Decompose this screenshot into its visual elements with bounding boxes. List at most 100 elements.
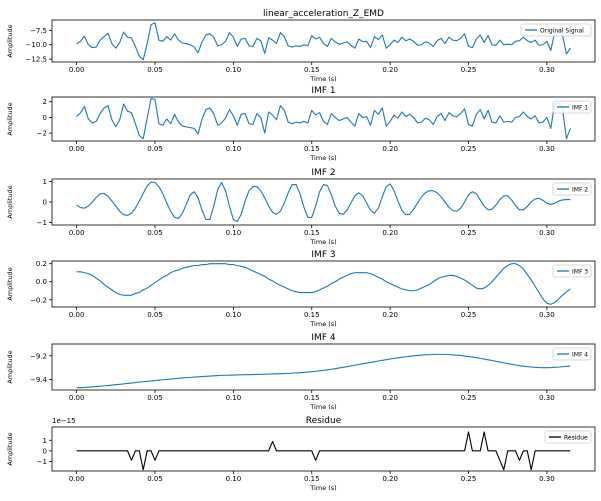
y-tick-label: −12.5 <box>26 56 47 64</box>
y-tick-label: 0 <box>43 199 47 207</box>
subplot-2: IMF 1 0.00 0.05 0.10 0.15 0.20 0.25 0.30 Time (s… <box>6 86 596 162</box>
y-tick-label: 2 <box>43 98 47 106</box>
legend: Original Signal <box>520 23 592 37</box>
x-tick-label: 0.15 <box>304 394 320 402</box>
legend-label: IMF 3 <box>572 268 588 275</box>
legend-box <box>520 23 592 37</box>
y-tick-label: 1 <box>43 178 47 186</box>
subplot-4: IMF 3 0.00 0.05 0.10 0.15 0.20 0.25 0.30 Time (s… <box>6 250 596 328</box>
x-tick-label: 0.10 <box>226 145 242 153</box>
series-line <box>76 22 571 61</box>
legend-label: Residue <box>564 434 588 441</box>
y-tick-label: −9.4 <box>30 376 48 384</box>
legend-box <box>552 182 592 196</box>
y-tick-label: −2 <box>37 130 47 138</box>
x-tick-label: 0.00 <box>69 145 85 153</box>
subplot-5: IMF 4 0.00 0.05 0.10 0.15 0.20 0.25 0.30 Time (s… <box>6 333 596 411</box>
subplot-title: IMF 3 <box>311 250 335 260</box>
legend: IMF 1 <box>552 100 592 114</box>
legend-box <box>552 264 592 278</box>
x-tick-label: 0.05 <box>147 394 163 402</box>
x-tick-label: 0.00 <box>69 311 85 319</box>
series-line <box>76 353 571 389</box>
x-tick-label: 0.15 <box>304 475 320 483</box>
x-tick-label: 0.25 <box>461 311 477 319</box>
y-axis-label: Amplitude <box>6 185 14 218</box>
x-tick-label: 0.00 <box>69 66 85 74</box>
y-tick-label: 0.2 <box>36 260 47 268</box>
y-tick-label: −1 <box>37 219 47 227</box>
x-tick-label: 0.20 <box>382 229 398 237</box>
legend-label: Original Signal <box>540 27 584 34</box>
legend-label: IMF 4 <box>572 351 588 358</box>
x-tick-label: 0.20 <box>382 66 398 74</box>
y-tick-label: 0 <box>43 114 47 122</box>
x-tick-label: 0.10 <box>226 66 242 74</box>
x-tick-label: 0.30 <box>539 394 555 402</box>
x-tick-label: 0.20 <box>382 475 398 483</box>
x-tick-label: 0.25 <box>461 66 477 74</box>
x-tick-label: 0.00 <box>69 394 85 402</box>
x-tick-label: 0.25 <box>461 145 477 153</box>
y-axis-label: Amplitude <box>6 102 14 135</box>
x-tick-label: 0.25 <box>461 394 477 402</box>
series-line <box>76 181 571 223</box>
series-line <box>76 431 571 471</box>
axes-frame <box>51 19 596 63</box>
subplot-1: linear_acceleration_Z_EMD 0.00 0.05 0.10 0.1… <box>6 9 596 83</box>
legend: Residue <box>544 430 592 444</box>
legend: IMF 3 <box>552 264 592 278</box>
x-axis-label: Time (s) <box>309 320 336 328</box>
legend-box <box>552 347 592 361</box>
x-tick-label: 0.05 <box>147 229 163 237</box>
y-tick-label: 0.0 <box>36 278 47 286</box>
y-tick-label: −7.5 <box>30 27 47 35</box>
legend-box <box>544 430 592 444</box>
x-axis-label: Time (s) <box>309 238 336 246</box>
subplot-title: IMF 2 <box>311 168 335 178</box>
axes-frame <box>51 96 596 142</box>
x-tick-label: 0.05 <box>147 145 163 153</box>
axes-frame <box>51 260 596 308</box>
x-tick-label: 0.05 <box>147 311 163 319</box>
y-axis-label: Amplitude <box>6 267 14 300</box>
x-tick-label: 0.10 <box>226 229 242 237</box>
x-tick-label: 0.30 <box>539 311 555 319</box>
x-tick-label: 0.05 <box>147 66 163 74</box>
x-tick-label: 0.10 <box>226 311 242 319</box>
subplot-6: Residue 0.00 0.05 0.10 0.15 0.20 0.25 0.30 Time … <box>6 416 596 492</box>
x-tick-label: 0.20 <box>382 145 398 153</box>
x-tick-label: 0.15 <box>304 145 320 153</box>
x-tick-label: 0.30 <box>539 475 555 483</box>
y-tick-label: −0.2 <box>30 296 47 304</box>
legend: IMF 2 <box>552 182 592 196</box>
subplot-3: IMF 2 0.00 0.05 0.10 0.15 0.20 0.25 0.30 Time (s… <box>6 168 596 246</box>
x-tick-label: 0.00 <box>69 475 85 483</box>
x-tick-label: 0.10 <box>226 475 242 483</box>
y-axis-label: Amplitude <box>6 350 14 383</box>
x-tick-label: 0.30 <box>539 145 555 153</box>
x-tick-label: 0.25 <box>461 475 477 483</box>
x-axis-label: Time (s) <box>309 75 336 83</box>
legend-label: IMF 2 <box>572 186 588 193</box>
x-tick-label: 0.30 <box>539 66 555 74</box>
axes-frame <box>51 426 596 472</box>
y-axis-label: Amplitude <box>6 24 14 57</box>
legend-label: IMF 1 <box>572 104 588 111</box>
x-tick-label: 0.15 <box>304 311 320 319</box>
x-tick-label: 0.20 <box>382 394 398 402</box>
y-tick-label: 1 <box>43 437 47 445</box>
subplot-title: linear_acceleration_Z_EMD <box>263 9 384 19</box>
axes-frame <box>51 343 596 391</box>
subplot-title: IMF 1 <box>311 86 335 96</box>
y-tick-label: 0 <box>43 447 47 455</box>
x-tick-label: 0.30 <box>539 229 555 237</box>
series-line <box>76 98 571 140</box>
legend: IMF 4 <box>552 347 592 361</box>
x-tick-label: 0.10 <box>226 394 242 402</box>
x-tick-label: 0.15 <box>304 66 320 74</box>
x-tick-label: 0.00 <box>69 229 85 237</box>
x-tick-label: 0.05 <box>147 475 163 483</box>
y-tick-label: −10.0 <box>26 41 47 49</box>
